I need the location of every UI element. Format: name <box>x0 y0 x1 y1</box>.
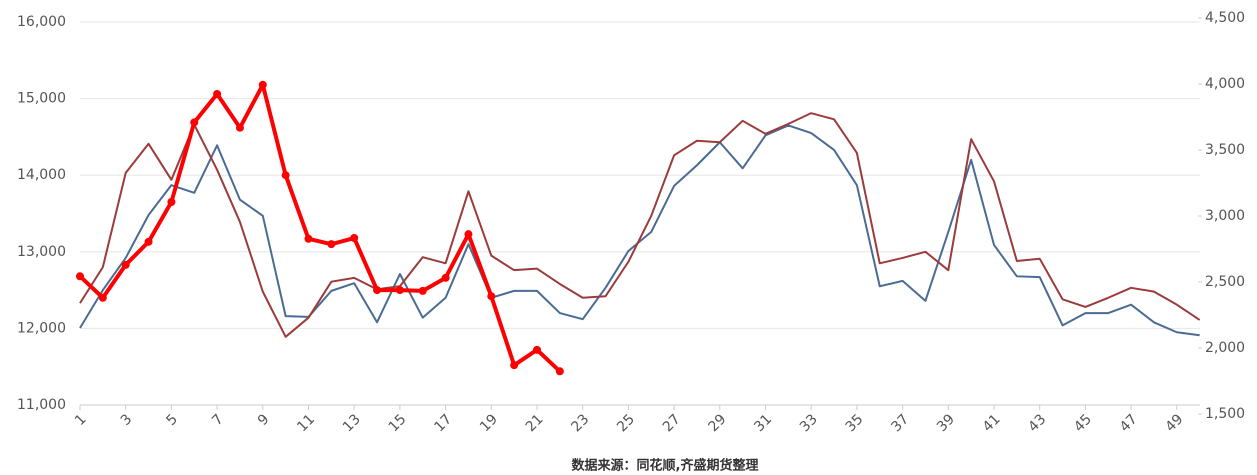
point <box>487 292 496 301</box>
x-tick-label: 25 <box>614 411 638 435</box>
x-tick-label: 19 <box>477 411 501 435</box>
point <box>190 118 199 127</box>
x-tick-label: 13 <box>340 411 364 435</box>
point <box>555 367 564 376</box>
y2-tick-label: 2,500 <box>1205 274 1245 290</box>
x-tick-label: 43 <box>1025 411 1049 435</box>
y-tick-label: 16,000 <box>17 14 66 30</box>
x-tick-label: 35 <box>843 411 867 435</box>
x-tick-label: 15 <box>386 411 410 435</box>
y-tick-label: 13,000 <box>17 244 66 260</box>
point <box>373 286 382 295</box>
source-note: 数据来源：同花顺,齐盛期货整理 <box>572 458 759 474</box>
x-tick-label: 49 <box>1163 411 1187 435</box>
y-tick-label: 12,000 <box>17 320 66 336</box>
x-tick-label: 17 <box>431 411 455 435</box>
point <box>395 286 404 295</box>
x-tick-label: 37 <box>888 411 912 435</box>
point <box>76 272 84 281</box>
x-tick-label: 3 <box>118 411 136 429</box>
point <box>327 240 336 249</box>
x-tick-label: 31 <box>751 411 775 435</box>
point <box>258 80 267 89</box>
series-line <box>79 124 1200 337</box>
point <box>464 230 473 239</box>
y2-tick-label: 3,000 <box>1205 208 1245 224</box>
series-line <box>78 82 562 373</box>
x-tick-label: 21 <box>523 411 547 435</box>
x-tick-label: 47 <box>1117 411 1141 435</box>
y-tick-label: 14,000 <box>17 167 66 183</box>
series-line <box>79 112 1201 338</box>
y2-tick-label: 1,500 <box>1205 406 1245 422</box>
x-tick-label: 27 <box>660 411 684 435</box>
point <box>304 234 313 243</box>
x-tick-label: 39 <box>934 411 958 435</box>
point <box>235 123 244 132</box>
x-tick-label: 41 <box>980 411 1004 435</box>
point <box>418 286 427 295</box>
y2-tick-label: 4,000 <box>1205 76 1245 92</box>
x-tick-label: 11 <box>294 411 318 435</box>
x-tick-label: 7 <box>209 411 227 429</box>
point <box>533 345 541 354</box>
x-tick-label: 9 <box>255 411 273 429</box>
point <box>98 293 107 302</box>
y2-tick-label: 2,000 <box>1205 340 1245 356</box>
y-tick-label: 11,000 <box>17 397 66 413</box>
x-tick-label: 23 <box>568 411 592 435</box>
point <box>350 234 359 243</box>
point <box>213 90 222 99</box>
y2-tick-label: 3,500 <box>1205 142 1245 158</box>
x-tick-label: 1 <box>72 411 90 429</box>
y-tick-label: 15,000 <box>17 91 66 107</box>
x-tick-label: 45 <box>1071 411 1095 435</box>
point <box>167 198 176 207</box>
y2-tick-label: 4,500 <box>1205 10 1245 26</box>
point <box>510 361 519 370</box>
point <box>441 273 450 282</box>
x-tick-label: 33 <box>797 411 821 435</box>
point <box>121 260 130 269</box>
x-tick-label: 5 <box>163 411 181 429</box>
point <box>281 171 290 180</box>
x-tick-label: 29 <box>706 411 730 435</box>
point <box>144 237 153 246</box>
